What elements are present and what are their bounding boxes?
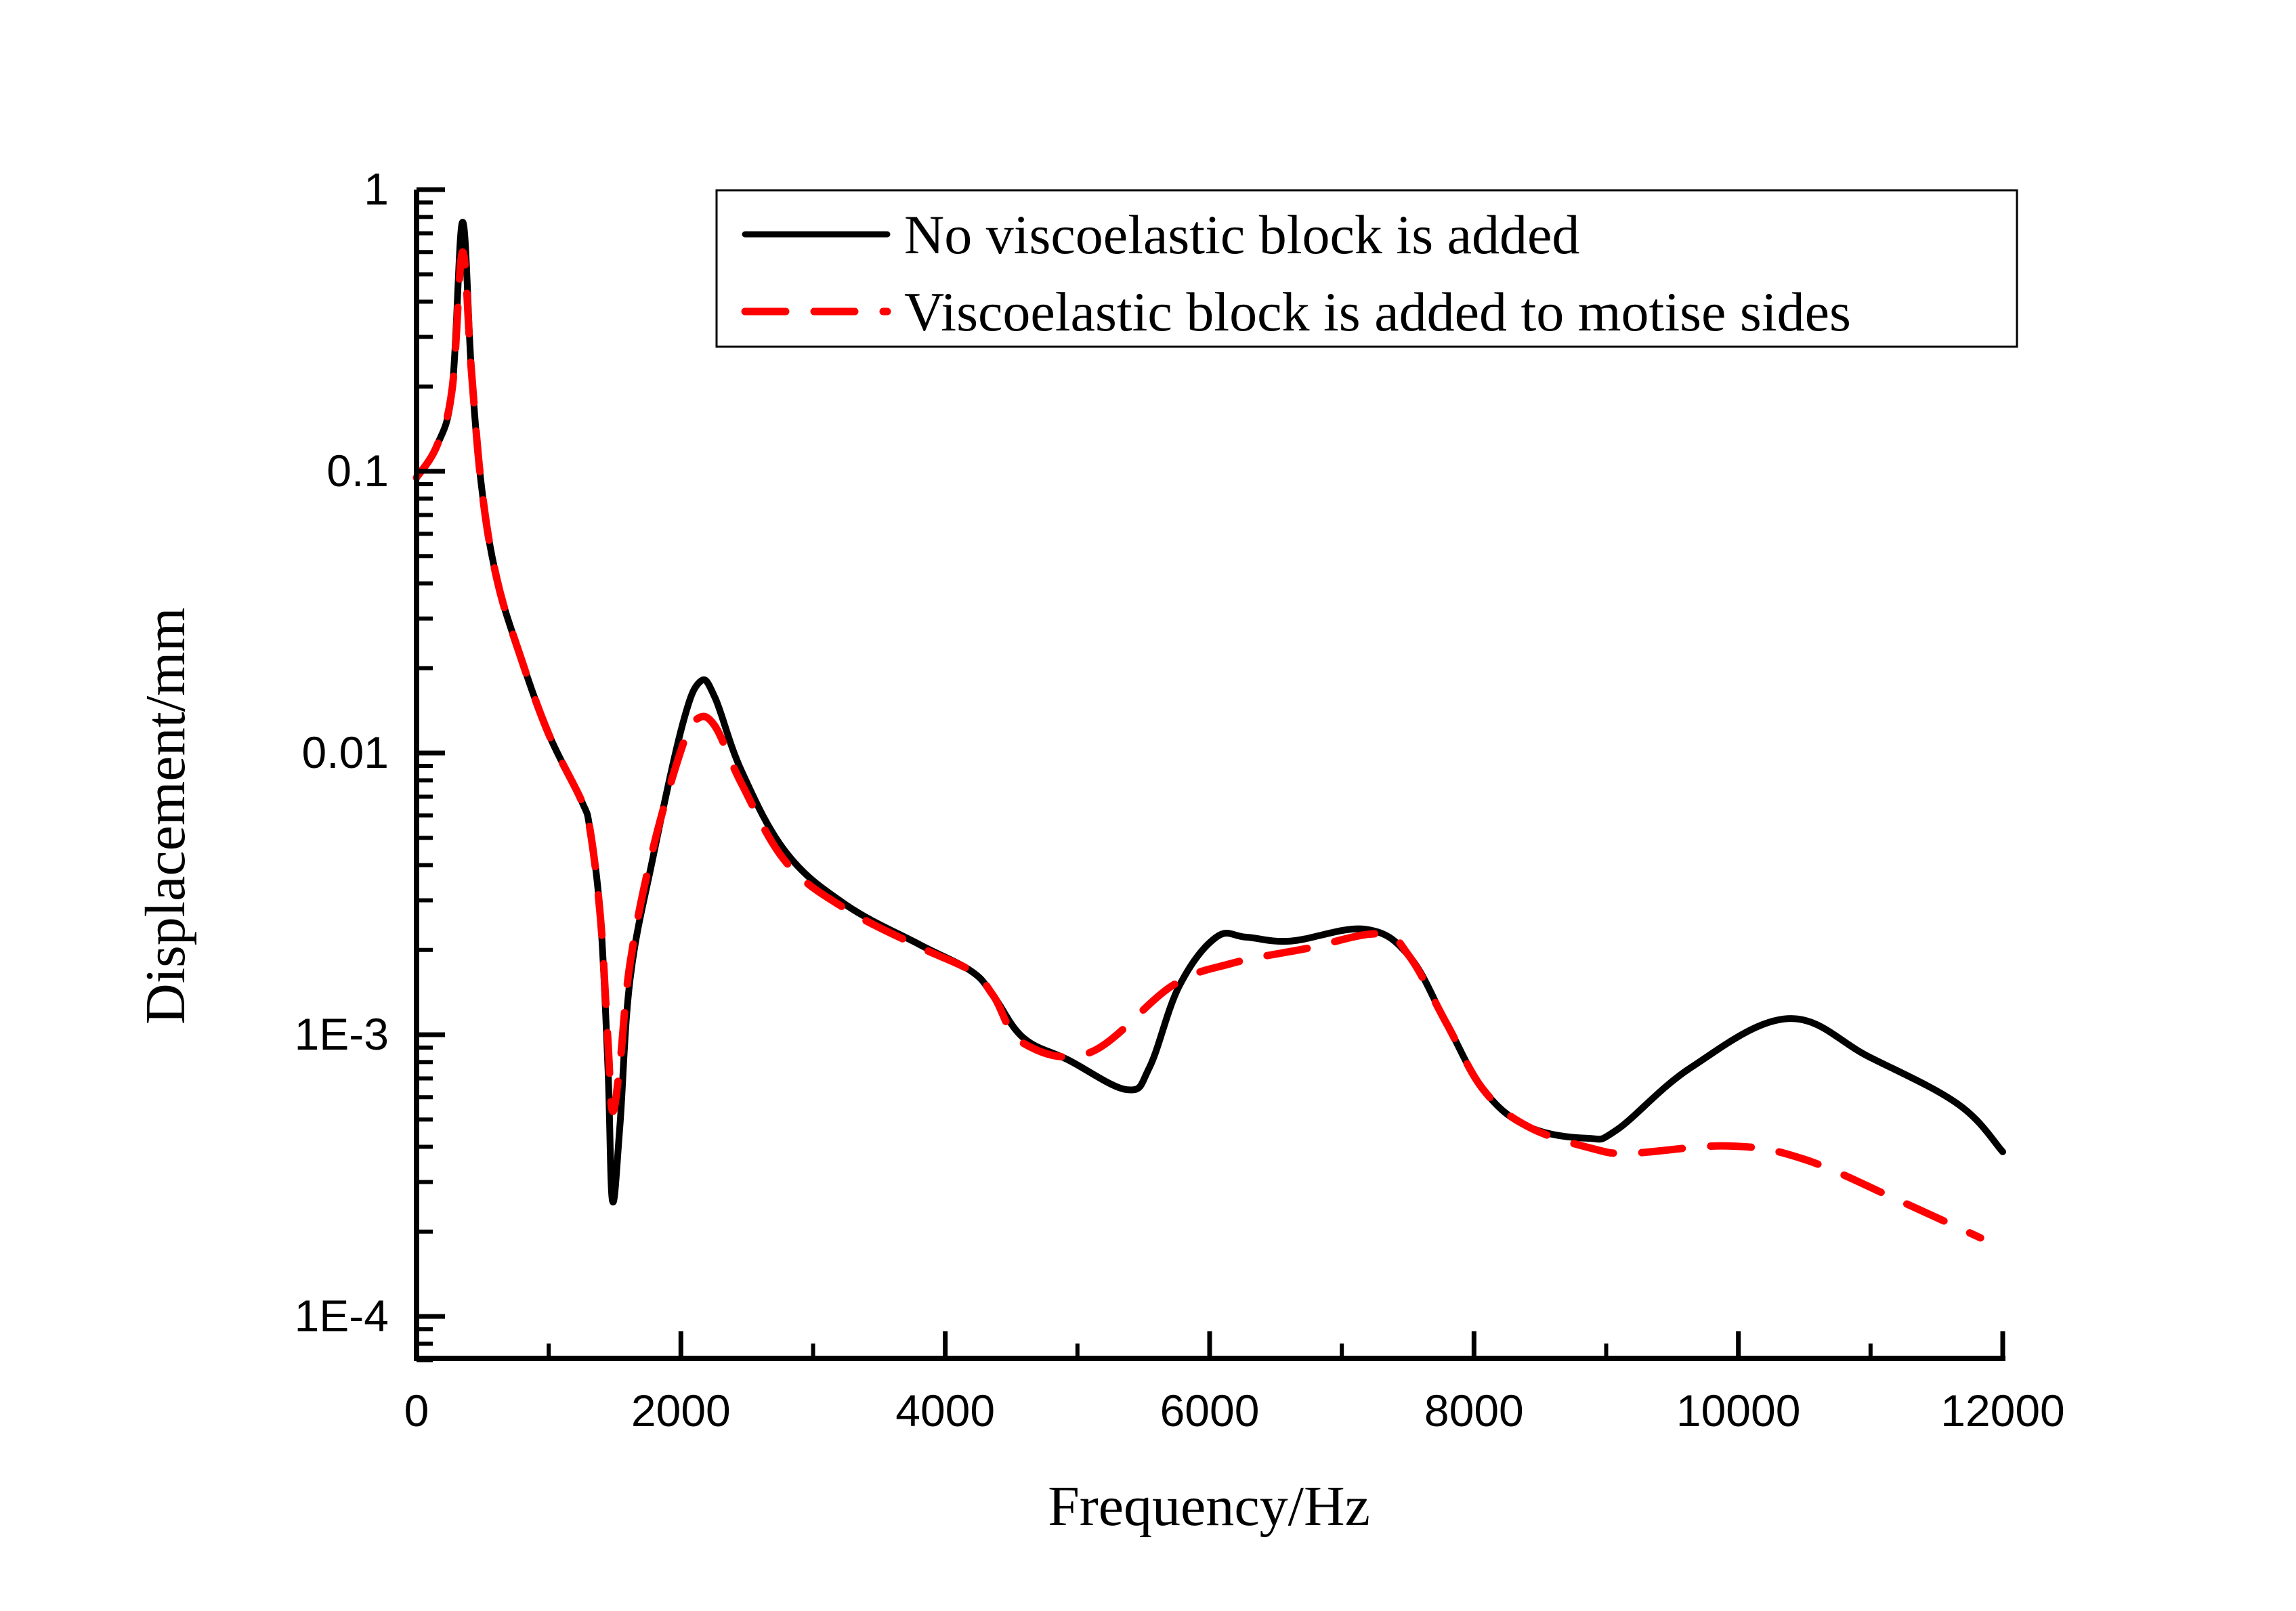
y-tick-label: 0.01 [302, 727, 389, 777]
y-tick-label: 1E-3 [295, 1009, 389, 1059]
x-tick-label: 4000 [895, 1386, 995, 1436]
y-tick-label: 1 [364, 164, 389, 214]
legend-label-series-2: Viscoelastic block is added to motise si… [904, 281, 1851, 343]
x-tick-label: 0 [404, 1386, 429, 1436]
series-line-viscoelastic [412, 248, 1984, 1242]
x-tick-label: 2000 [631, 1386, 731, 1436]
legend-label-series-1: No viscoelastic block is added [904, 204, 1579, 265]
x-tick-label: 8000 [1424, 1386, 1524, 1436]
plot-lines [412, 219, 2006, 1242]
legend: No viscoelastic block is added Viscoelas… [715, 189, 2018, 348]
x-axis-title: Frequency/Hz [1048, 1475, 1370, 1538]
x-tick-label: 12000 [1940, 1386, 2065, 1436]
y-tick-label: 0.1 [326, 446, 389, 496]
y-axis-title: Displacement/mm [134, 607, 197, 1025]
axes [414, 190, 2005, 1361]
ticks: 1 0.1 0.01 1E-3 1E-4 0 2000 4000 6000 8000 10000 12… [295, 164, 2065, 1436]
x-tick-label: 10000 [1676, 1386, 1801, 1436]
x-tick-label: 6000 [1160, 1386, 1260, 1436]
legend-box [715, 189, 2018, 348]
series-line-no-viscoelastic [413, 219, 2006, 1206]
y-tick-label: 1E-4 [295, 1291, 389, 1341]
